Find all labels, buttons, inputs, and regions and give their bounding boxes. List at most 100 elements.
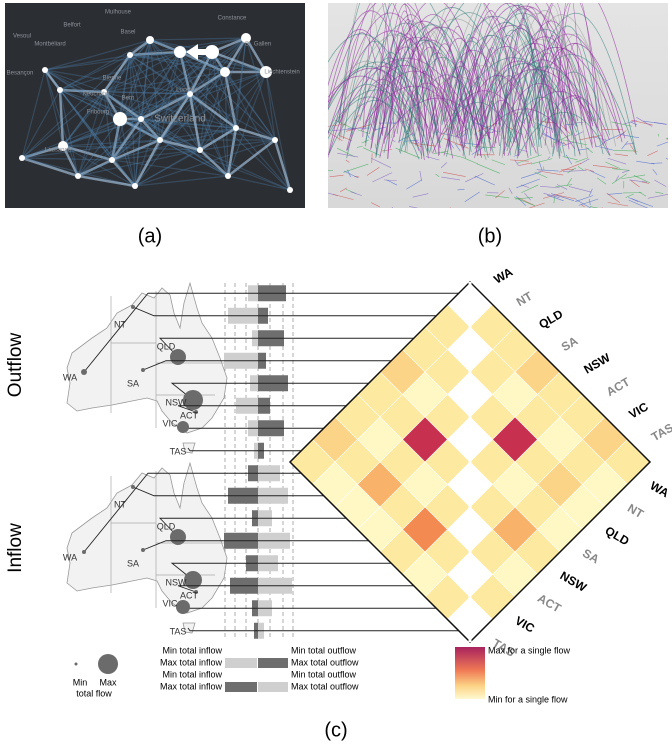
network-edge	[44, 39, 151, 71]
network-edge	[140, 118, 161, 141]
ground-line	[562, 141, 567, 146]
flow-arc	[370, 46, 441, 149]
network-edge	[59, 89, 113, 161]
network-edge	[77, 158, 113, 178]
network-edge	[77, 93, 191, 177]
network-edge	[134, 149, 201, 187]
ground-line	[528, 202, 545, 208]
flow-arc	[535, 25, 600, 121]
flow-arc	[514, 3, 637, 128]
network-edge	[62, 144, 113, 162]
matrix	[288, 280, 652, 644]
matrix-inflow-label: VIC	[513, 613, 538, 635]
ground-line	[343, 163, 369, 173]
place-label: Switzerland	[154, 114, 206, 125]
flow-arc	[328, 61, 413, 130]
flow-arc	[328, 10, 425, 161]
network-edge	[129, 54, 191, 95]
ground-line	[665, 157, 668, 160]
ground-line	[556, 184, 568, 190]
flow-arc	[458, 5, 574, 123]
ground-line	[514, 197, 536, 207]
matrix-outflow-label: SA	[559, 333, 581, 354]
legend-swatch	[225, 658, 257, 668]
network-edge	[211, 51, 237, 129]
network-edge	[103, 91, 229, 177]
flow-arc	[436, 65, 529, 121]
ground-line	[566, 177, 572, 187]
ground-line	[345, 159, 350, 163]
network-edge	[119, 51, 181, 120]
network-edge	[119, 51, 213, 120]
ground-line	[474, 175, 495, 186]
matrix-inflow-label: NSW	[558, 568, 590, 594]
ground-line	[332, 193, 354, 200]
place-label: Lucerne	[176, 88, 198, 94]
ground-line	[491, 159, 506, 166]
network-edge	[129, 54, 142, 120]
ground-line	[392, 140, 396, 143]
place-label: Liechtenstein	[264, 70, 299, 76]
network-node	[113, 112, 127, 126]
flow-arc	[364, 70, 464, 124]
place-label: Lausanne	[45, 148, 72, 154]
flow-arc	[502, 83, 577, 127]
ground-line	[628, 199, 649, 208]
network-edge	[189, 93, 229, 177]
network-edge	[21, 118, 121, 159]
network-edge	[265, 71, 276, 141]
legend-text: Max for a single flow	[488, 645, 571, 655]
legend-text: Min total inflow	[162, 669, 222, 679]
ground-line	[612, 168, 630, 171]
ground-line	[336, 147, 355, 157]
network-edge	[111, 54, 131, 161]
ground-line	[605, 161, 621, 169]
network-edge	[59, 89, 161, 141]
place-label: Fribourg	[87, 110, 109, 116]
network-edge	[103, 91, 113, 161]
matrix-inflow-label: ACT	[535, 591, 564, 616]
ground-line	[630, 180, 640, 188]
network-edge	[59, 54, 131, 91]
ground-line	[455, 143, 461, 152]
flow-arc	[456, 49, 484, 139]
network-edge	[129, 39, 151, 56]
network-edge	[159, 139, 229, 177]
ground-line	[518, 197, 534, 206]
network-edge	[111, 93, 191, 161]
state-label: WA	[63, 372, 77, 382]
connector-line	[158, 517, 347, 538]
network-edge	[110, 118, 143, 161]
flow-arc	[338, 3, 451, 142]
network-edge	[227, 139, 276, 177]
flow-arc	[553, 3, 599, 131]
ground-line	[574, 131, 584, 137]
state-label: VIC	[162, 598, 178, 608]
network-edge	[44, 69, 79, 177]
ground-line	[625, 193, 634, 198]
network-edge	[199, 51, 213, 151]
ground-line	[343, 170, 359, 179]
matrix-border	[288, 280, 652, 644]
network-edge	[129, 37, 247, 56]
network-edge	[189, 92, 237, 130]
flow-arrow	[186, 44, 214, 60]
ground-line	[515, 195, 526, 206]
ground-line	[607, 157, 627, 165]
network-edge	[119, 93, 191, 120]
network-edge	[103, 91, 191, 95]
connector-line	[187, 627, 459, 632]
ground-line	[611, 173, 627, 184]
network-edge	[103, 91, 201, 151]
place-label: Bienne	[103, 76, 122, 82]
ground-line	[629, 144, 637, 154]
flow-arc	[360, 85, 468, 132]
network-edge	[199, 126, 237, 152]
state-label: VIC	[162, 418, 178, 428]
flow-arc	[455, 33, 483, 122]
network-node	[260, 66, 272, 78]
ground-line	[374, 143, 377, 150]
legend-swatch	[258, 682, 288, 692]
flow-arc	[340, 34, 450, 133]
